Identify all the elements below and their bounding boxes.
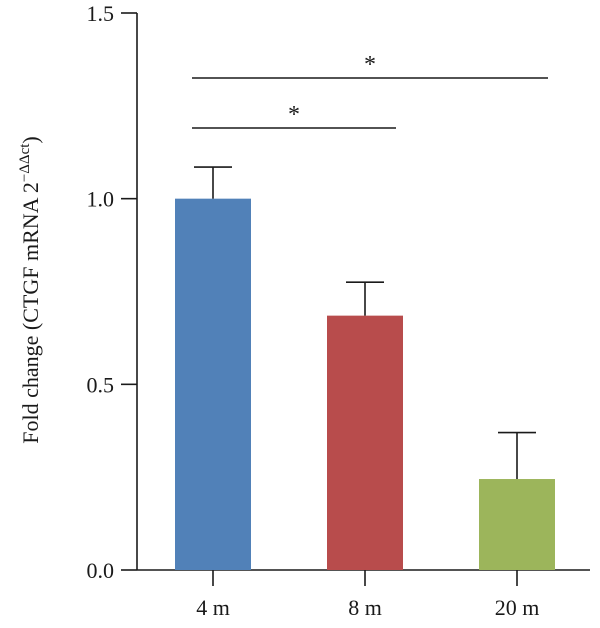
x-tick-label: 8 m (348, 595, 382, 620)
bars (175, 198, 555, 570)
error-bars (194, 166, 536, 480)
bar (479, 479, 555, 570)
significance-star: * (288, 102, 300, 128)
x-tick-label: 20 m (495, 595, 540, 620)
y-axis-label: Fold change (CTGF mRNA 2−ΔΔct) (17, 136, 43, 443)
y-tick-label: 0.0 (87, 558, 115, 583)
significance-star: * (364, 52, 376, 78)
y-axis-label-suffix: ) (18, 136, 43, 143)
y-axis-label-main: Fold change (CTGF mRNA 2 (18, 182, 43, 444)
bar (175, 198, 251, 570)
y-tick-label: 0.5 (87, 372, 115, 397)
y-axis-label-superscript: −ΔΔct (17, 143, 33, 182)
x-tick-label: 4 m (196, 595, 230, 620)
x-axis: 4 m 8 m 20 m (137, 569, 590, 620)
y-axis: 0.0 0.5 1.0 1.5 (87, 1, 138, 583)
significance-brackets: ** (192, 52, 548, 129)
y-tick-label: 1.0 (87, 187, 115, 212)
bar (327, 315, 403, 570)
y-tick-label: 1.5 (87, 1, 115, 26)
